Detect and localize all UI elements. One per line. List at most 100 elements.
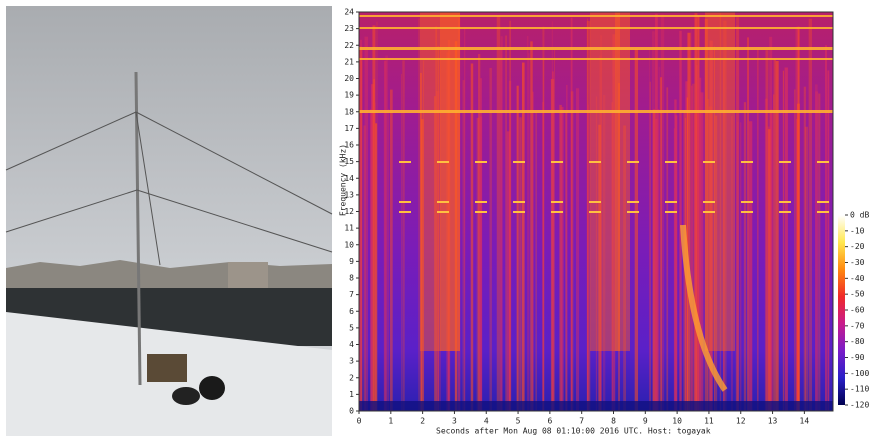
y-tick-label: 8 — [349, 274, 354, 283]
colorbar-tick-label: -20 — [850, 242, 865, 251]
y-tick-label: 14 — [344, 174, 354, 183]
colorbar-tick-label: -40 — [850, 274, 865, 283]
texture-stripe — [385, 56, 388, 411]
texture-stripe — [666, 87, 668, 411]
texture-dash — [399, 161, 411, 163]
texture-dash — [627, 161, 639, 163]
y-tick-label: 23 — [344, 24, 354, 33]
texture-stripe — [809, 19, 812, 411]
texture-stripe — [785, 67, 788, 411]
bag — [199, 376, 225, 400]
photo — [6, 6, 332, 436]
texture-stripe — [370, 109, 372, 411]
colorbar-tick-label: -70 — [850, 321, 865, 330]
texture-stripe — [552, 71, 554, 411]
texture-stripe — [768, 129, 770, 411]
texture-stripe — [587, 104, 589, 411]
texture-dash — [703, 211, 715, 213]
y-tick-label: 19 — [344, 91, 354, 100]
y-tick-label: 16 — [344, 141, 354, 150]
y-tick-label: 2 — [349, 373, 354, 382]
colorbar-tick-label: -10 — [850, 226, 865, 235]
colorbar — [838, 215, 845, 405]
colorbar-tick-label: -60 — [850, 306, 865, 315]
texture-dash — [513, 211, 525, 213]
y-tick-label: 7 — [349, 290, 354, 299]
texture-stripe — [388, 109, 389, 411]
texture-dash — [437, 161, 449, 163]
texture-stripe — [825, 45, 827, 411]
texture-stripe — [360, 40, 362, 411]
texture-stripe — [660, 77, 662, 411]
texture-dash — [551, 161, 563, 163]
y-tick-label: 1 — [349, 390, 354, 399]
texture-stripe — [635, 49, 638, 411]
texture-stripe — [815, 84, 818, 411]
texture-stripe — [535, 112, 537, 411]
texture-stripe — [402, 60, 404, 411]
x-tick-label: 12 — [736, 417, 746, 426]
texture-stripe — [740, 122, 741, 411]
x-tick-label: 13 — [768, 417, 778, 426]
texture-dash — [589, 211, 601, 213]
x-tick-label: 14 — [800, 417, 810, 426]
texture-line — [359, 58, 833, 60]
colorbar-tick-label: 0 dB — [850, 211, 869, 220]
texture-dash — [513, 161, 525, 163]
texture-dash — [703, 161, 715, 163]
texture-dash — [665, 211, 677, 213]
texture-stripe — [517, 86, 519, 411]
colorbar-tick-label: -30 — [850, 258, 865, 267]
texture-stripe — [464, 29, 465, 411]
texture-band — [705, 12, 735, 351]
x-tick-label: 3 — [452, 417, 457, 426]
texture-stripe — [364, 37, 367, 411]
texture-stripe — [748, 65, 749, 411]
x-tick-label: 4 — [484, 417, 489, 426]
x-tick-label: 8 — [611, 417, 616, 426]
x-tick-label: 6 — [547, 417, 552, 426]
box — [147, 354, 187, 382]
texture-stripe — [818, 94, 820, 411]
texture-dash — [627, 201, 639, 203]
texture-stripe — [674, 128, 675, 411]
texture-dash — [665, 161, 677, 163]
colorbar-tick-label: -100 — [850, 369, 869, 378]
texture-stripe — [691, 86, 693, 411]
texture-stripe — [529, 53, 530, 411]
y-tick-label: 22 — [344, 41, 354, 50]
x-tick-label: 10 — [672, 417, 682, 426]
texture-stripe — [419, 18, 420, 411]
texture-stripe — [566, 85, 567, 411]
texture-stripe — [361, 62, 362, 411]
texture-stripe — [384, 112, 385, 411]
x-tick-label: 9 — [643, 417, 648, 426]
texture-dash — [475, 201, 487, 203]
colorbar-tick-label: -90 — [850, 353, 865, 362]
texture-stripe — [401, 74, 402, 411]
colorbar-tick-label: -110 — [850, 385, 869, 394]
texture-stripe — [736, 17, 739, 411]
texture-stripe — [655, 14, 658, 411]
texture-dash — [741, 211, 753, 213]
y-tick-label: 20 — [344, 74, 354, 83]
texture-stripe — [796, 28, 797, 411]
texture-stripe — [505, 35, 507, 411]
y-tick-label: 15 — [344, 157, 354, 166]
texture-stripe — [375, 123, 377, 411]
texture-stripe — [765, 99, 768, 411]
colorbar-tick-label: -50 — [850, 290, 865, 299]
bag — [172, 387, 200, 405]
x-tick-label: 2 — [420, 417, 425, 426]
y-tick-label: 12 — [344, 207, 354, 216]
texture-stripe — [527, 36, 529, 411]
x-tick-label: 5 — [516, 417, 521, 426]
texture-dash — [779, 161, 791, 163]
y-tick-label: 5 — [349, 323, 354, 332]
texture-dash — [399, 211, 411, 213]
y-tick-label: 4 — [349, 340, 354, 349]
texture-stripe — [471, 64, 473, 411]
texture-line — [359, 47, 833, 50]
texture-dash — [817, 211, 829, 213]
y-tick-label: 10 — [344, 240, 354, 249]
